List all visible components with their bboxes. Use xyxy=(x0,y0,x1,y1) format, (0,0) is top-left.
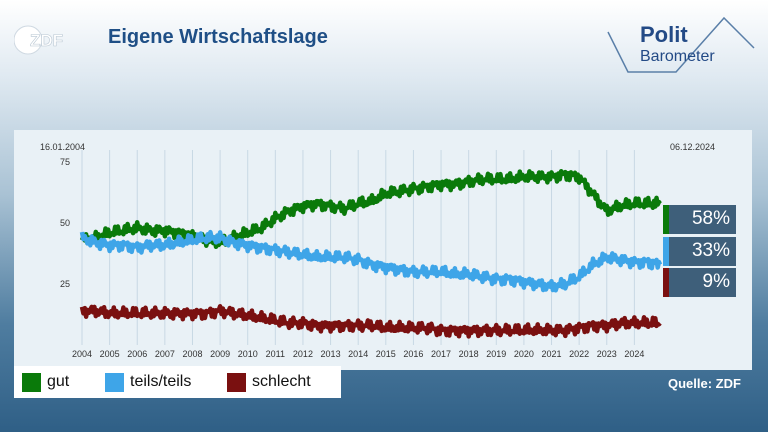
legend-label-teils: teils/teils xyxy=(130,373,192,390)
x-tick-2014: 2014 xyxy=(348,349,368,359)
x-tick-2005: 2005 xyxy=(100,349,120,359)
badge-gut-color xyxy=(663,205,669,234)
x-tick-2022: 2022 xyxy=(569,349,589,359)
brand-polit: Polit xyxy=(640,22,688,47)
badge-schlecht-value: 9% xyxy=(702,271,730,292)
x-tick-2020: 2020 xyxy=(514,349,534,359)
legend-swatch-gut xyxy=(22,372,41,392)
badge-gut-value: 58% xyxy=(691,208,730,229)
x-tick-2021: 2021 xyxy=(542,349,562,359)
y-tick-25: 25 xyxy=(60,279,70,289)
brand-barometer: Barometer xyxy=(640,48,715,65)
series-line-schlecht xyxy=(79,304,662,339)
x-tick-2006: 2006 xyxy=(127,349,147,359)
badge-gut: 58% xyxy=(663,205,736,234)
x-tick-2008: 2008 xyxy=(182,349,202,359)
x-tick-2010: 2010 xyxy=(238,349,258,359)
legend-swatch-schlecht xyxy=(227,372,246,392)
x-tick-2015: 2015 xyxy=(376,349,396,359)
x-tick-2009: 2009 xyxy=(210,349,230,359)
x-tick-2013: 2013 xyxy=(321,349,341,359)
date-end-label: 06.12.2024 xyxy=(670,142,715,152)
date-start-label: 16.01.2004 xyxy=(40,142,85,152)
badge-schlecht: 9% xyxy=(663,268,736,297)
y-tick-75: 75 xyxy=(60,157,70,167)
legend-swatch-teils xyxy=(105,372,124,392)
x-tick-2017: 2017 xyxy=(431,349,451,359)
legend: gut teils/teils schlecht xyxy=(14,366,341,398)
x-tick-2024: 2024 xyxy=(624,349,644,359)
legend-label-gut: gut xyxy=(47,373,70,390)
legend-item-gut: gut xyxy=(22,366,69,398)
y-tick-50: 50 xyxy=(60,218,70,228)
x-tick-2007: 2007 xyxy=(155,349,175,359)
x-tick-2016: 2016 xyxy=(403,349,423,359)
x-tick-2004: 2004 xyxy=(72,349,92,359)
series-line-teilsteils xyxy=(79,229,663,293)
source-label: Quelle: ZDF xyxy=(668,376,741,391)
legend-label-schlecht: schlecht xyxy=(252,373,311,390)
zdf-logo: ZDF xyxy=(14,25,63,55)
politbarometer-logo-graphic xyxy=(607,16,755,73)
badge-schlecht-color xyxy=(663,268,669,297)
x-tick-2023: 2023 xyxy=(597,349,617,359)
zdf-logo-text: ZDF xyxy=(30,31,63,50)
badge-teils: 33% xyxy=(663,237,736,266)
legend-item-teils: teils/teils xyxy=(105,366,191,398)
page-title: Eigene Wirtschaftslage xyxy=(108,26,328,48)
legend-item-schlecht: schlecht xyxy=(227,366,311,398)
badge-teils-value: 33% xyxy=(691,240,730,261)
badge-teils-color xyxy=(663,237,669,266)
x-tick-2019: 2019 xyxy=(486,349,506,359)
x-tick-2011: 2011 xyxy=(266,349,285,359)
x-tick-2018: 2018 xyxy=(459,349,479,359)
series-line-gut xyxy=(79,168,662,250)
x-tick-2012: 2012 xyxy=(293,349,313,359)
